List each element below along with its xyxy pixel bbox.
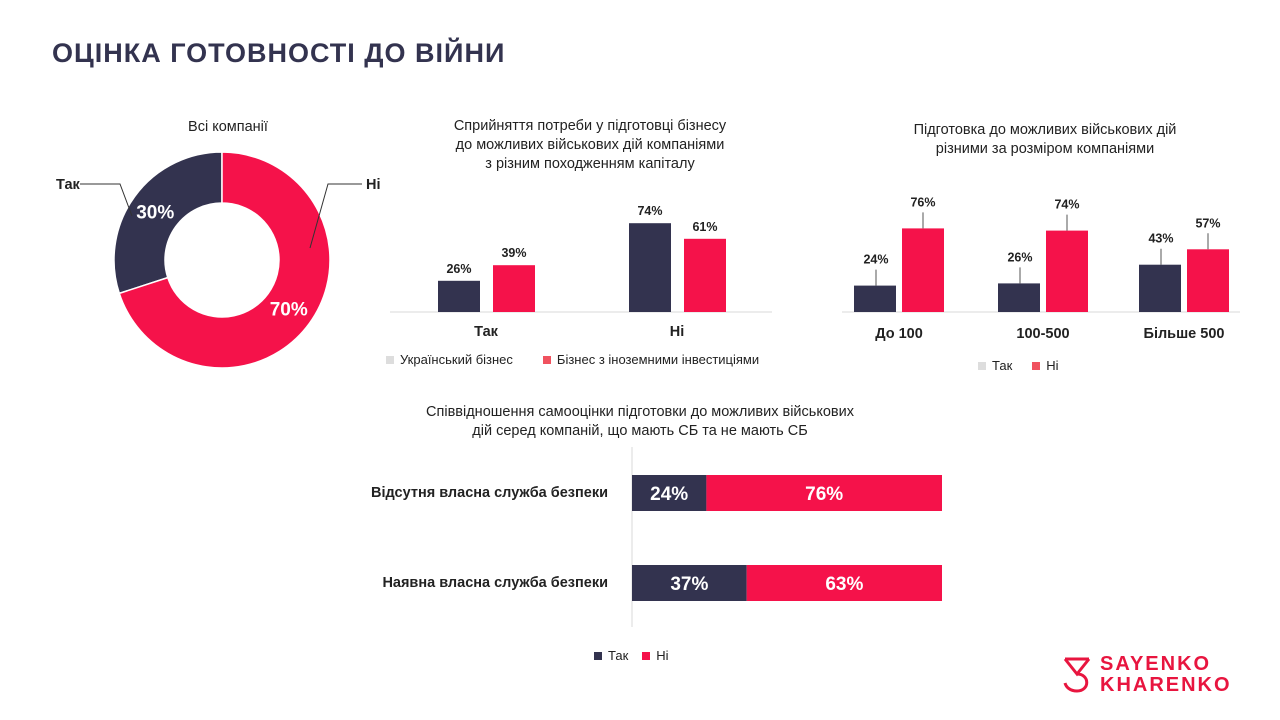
legend-label-no: Ні — [656, 648, 669, 663]
size-bar-chart: 24% 76% До 100 26% 74% 100-500 43% 57% Більше 50… — [842, 195, 1240, 342]
bar-segment — [632, 565, 747, 601]
legend-swatch-yes — [594, 651, 602, 660]
bar — [684, 238, 726, 312]
bar-segment — [746, 565, 942, 601]
legend-swatch-yes — [978, 361, 986, 370]
legend-label-foreign: Бізнес з іноземними інвестиціями — [556, 352, 760, 367]
donut-value-label: 30% — [136, 203, 174, 224]
logo-line-2: KHARENKO — [1100, 674, 1232, 696]
donut-chart-title: Всі компанії — [188, 119, 268, 135]
size-legend: Так Ні — [978, 358, 1059, 373]
bar — [998, 283, 1040, 312]
legend-swatch-foreign — [542, 355, 551, 364]
bar-segment — [706, 475, 942, 511]
bar — [629, 223, 671, 312]
donut-category-label: Так — [56, 177, 81, 193]
size-chart-title: Підготовка до можливих військових дій рі… — [860, 121, 1230, 159]
data-label: 76% — [910, 195, 935, 209]
donut-chart: 30% 70% Так Ні — [56, 151, 381, 369]
data-label: 61% — [692, 220, 717, 234]
capital-chart-title-line: Сприйняття потреби у підготовці бізнесу — [453, 118, 727, 134]
data-label: 37% — [670, 574, 708, 595]
donut-slice-no — [118, 151, 331, 369]
capital-bar-chart: 26% 39% Так 74% 61% Ні — [390, 204, 772, 340]
data-label: 63% — [825, 574, 863, 595]
data-label: 74% — [1054, 198, 1079, 212]
logo-mark-icon — [1063, 657, 1091, 693]
legend-label-ukrainian: Український бізнес — [400, 352, 513, 367]
data-label: 26% — [446, 262, 471, 276]
data-label: 26% — [1007, 250, 1032, 264]
bar — [1139, 264, 1181, 312]
capital-chart-title-line: до можливих військових дій компаніями — [455, 137, 725, 153]
capital-legend: Український бізнес Бізнес з іноземними і… — [386, 352, 759, 367]
bar — [438, 280, 480, 312]
bar — [1046, 230, 1088, 312]
security-chart-title-line: дій серед компаній, що мають СБ та не ма… — [472, 423, 808, 439]
size-chart-title-line: Підготовка до можливих військових дій — [913, 122, 1177, 138]
donut-value-label: 70% — [270, 299, 308, 320]
category-label-present: Наявна власна служба безпеки — [382, 575, 608, 591]
page-title: ОЦІНКА ГОТОВНОСТІ ДО ВІЙНИ — [52, 38, 506, 68]
security-chart-title: Співвідношення самооцінки підготовки до … — [360, 403, 920, 441]
data-label: 74% — [637, 204, 662, 218]
bar — [1187, 249, 1229, 312]
security-chart-title-line: Співвідношення самооцінки підготовки до … — [426, 404, 854, 420]
bar — [493, 265, 535, 312]
data-label: 24% — [863, 253, 888, 267]
x-tick-label: 100-500 — [1016, 326, 1069, 342]
x-tick-label: Ні — [670, 324, 685, 340]
capital-chart-title-line: з різним походженням капіталу — [485, 156, 695, 172]
legend-swatch-no — [1032, 361, 1041, 370]
donut-leader-yes — [80, 183, 133, 217]
category-label-absent: Відсутня власна служба безпеки — [371, 485, 608, 501]
size-chart-title-line: різними за розміром компаніями — [935, 141, 1155, 157]
security-legend: Так Ні — [594, 648, 669, 663]
data-label: 43% — [1148, 232, 1173, 246]
legend-label-no: Ні — [1046, 358, 1059, 373]
logo-text: SAYENKO KHARENKO — [1100, 654, 1232, 696]
legend-swatch-no — [642, 651, 651, 660]
security-bar-chart: 24% 76% 37% 63% — [631, 447, 942, 627]
legend-swatch-ukrainian — [386, 355, 394, 364]
company-logo: SAYENKO KHARENKO — [1062, 654, 1232, 696]
bar — [902, 228, 944, 312]
x-tick-label: Так — [474, 324, 499, 340]
bar-segment — [632, 475, 707, 511]
legend-label-yes: Так — [608, 648, 629, 663]
data-label: 76% — [805, 484, 843, 505]
donut-slice-yes — [113, 151, 223, 295]
donut-leader-no — [309, 183, 362, 249]
x-tick-label: Більше 500 — [1144, 326, 1225, 342]
donut-category-label: Ні — [366, 177, 381, 193]
data-label: 24% — [650, 484, 688, 505]
logo-line-1: SAYENKO — [1100, 653, 1212, 675]
bar — [854, 285, 896, 312]
legend-label-yes: Так — [992, 358, 1013, 373]
x-tick-label: До 100 — [875, 326, 923, 342]
capital-chart-title: Сприйняття потреби у підготовці бізнесу … — [400, 117, 780, 174]
data-label: 39% — [501, 246, 526, 260]
data-label: 57% — [1195, 216, 1220, 230]
